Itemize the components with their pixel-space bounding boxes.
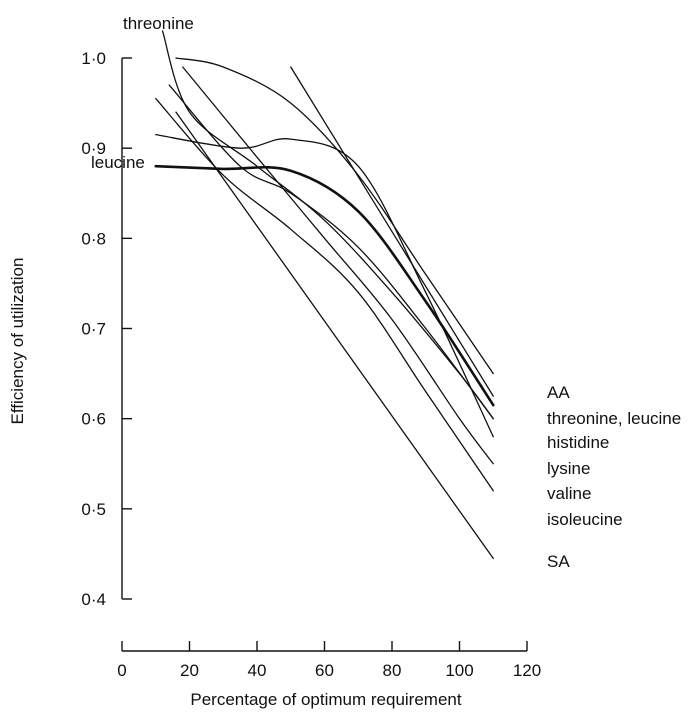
series-line-sa — [175, 111, 494, 560]
series-label-sa: SA — [547, 552, 570, 571]
series-label-valine: valine — [547, 484, 591, 503]
y-tick-label: 0·4 — [81, 590, 106, 609]
x-axis-title: Percentage of optimum requirement — [190, 690, 461, 709]
series-line-threonine — [161, 30, 494, 420]
series-line-isoleucine — [155, 97, 494, 492]
x-tick-label: 120 — [513, 661, 541, 680]
y-tick-label: 0·9 — [81, 139, 106, 158]
series-line-threonine-leucine — [154, 164, 495, 407]
series-label-isoleucine: isoleucine — [547, 510, 623, 529]
series-line-histidine — [168, 84, 494, 420]
y-tick-label: 0·6 — [81, 410, 106, 429]
series-line-aa — [175, 57, 494, 375]
series-line-leucine — [155, 165, 494, 406]
x-tick-label: 100 — [445, 661, 473, 680]
x-tick-label: 60 — [315, 661, 334, 680]
y-tick-label: 0·5 — [81, 500, 106, 519]
x-tick-label: 80 — [383, 661, 402, 680]
series-label-threonine-leucine: threonine, leucine — [547, 409, 681, 428]
series-label-histidine: histidine — [547, 433, 609, 452]
series-label-lysine: lysine — [547, 459, 590, 478]
x-tick-group: 0 20 40 60 80 100 120 — [117, 641, 541, 680]
series-label-aa: AA — [547, 383, 570, 402]
series-label-leucine: leucine — [91, 153, 145, 172]
series-label-threonine: threonine — [123, 14, 194, 33]
y-tick-label: 0·7 — [81, 320, 106, 339]
series-lines — [154, 30, 495, 560]
y-tick-label: 0·8 — [81, 229, 106, 248]
x-tick-label: 0 — [117, 661, 126, 680]
y-tick-group: 0·4 0·5 0·6 0·7 0·8 0·9 1·0 — [81, 49, 132, 609]
y-axis-title: Efficiency of utilization — [8, 258, 27, 425]
y-tick-label: 1·0 — [81, 49, 106, 68]
x-tick-label: 20 — [180, 661, 199, 680]
series-line-lysine — [155, 133, 494, 438]
series-label-group: AA threonine, leucine histidine lysine v… — [91, 14, 681, 571]
x-tick-label: 40 — [248, 661, 267, 680]
series-line-valine — [182, 66, 494, 465]
series-line-unlabeled-9 — [290, 66, 494, 397]
